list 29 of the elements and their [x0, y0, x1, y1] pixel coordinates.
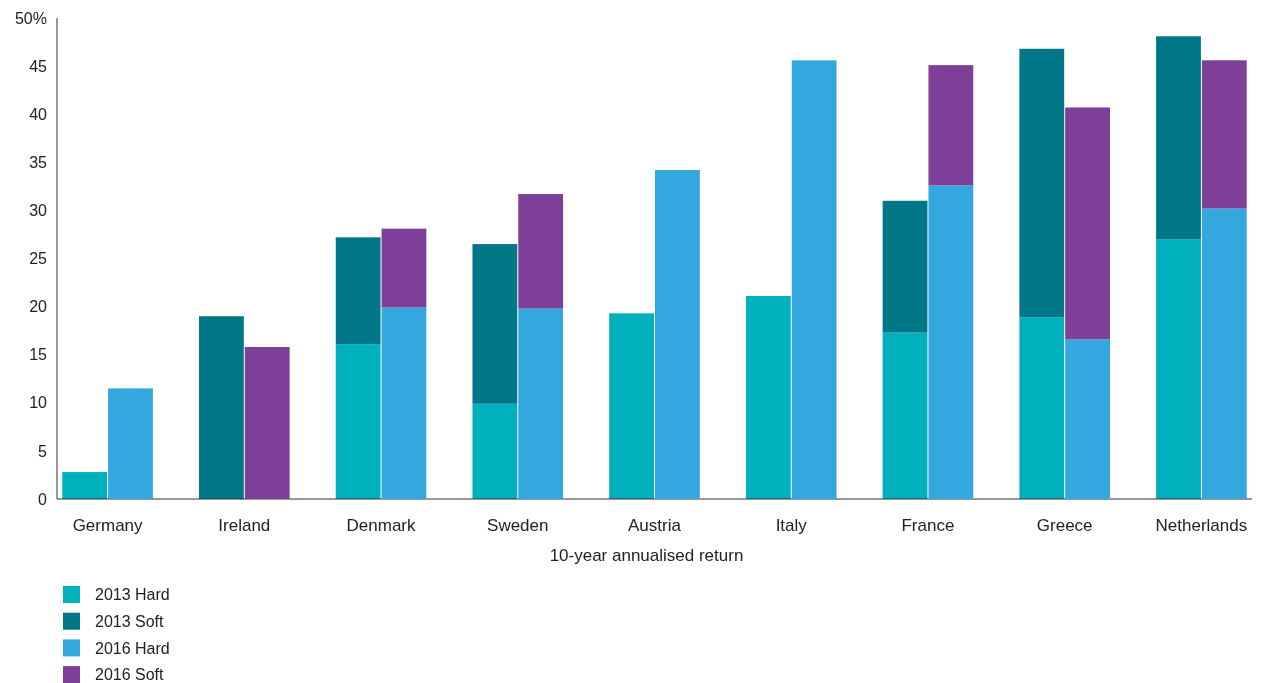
- bar: [108, 388, 153, 499]
- y-tick-label: 20: [29, 298, 48, 316]
- x-tick-label: Greece: [1036, 516, 1093, 535]
- y-tick-label: 25: [29, 250, 48, 268]
- x-tick-label: Austria: [628, 516, 682, 535]
- x-tick-label: Germany: [72, 516, 144, 535]
- bar: [928, 65, 974, 186]
- x-tick-label: France: [901, 516, 955, 535]
- y-tick-label: 5: [38, 442, 48, 460]
- y-tick-label: 50%: [14, 9, 47, 27]
- y-tick-label: 40: [29, 105, 48, 123]
- legend-label: 2016 Soft: [95, 666, 165, 683]
- x-tick-label: Sweden: [487, 516, 549, 535]
- x-tick-label: Netherlands: [1155, 516, 1248, 535]
- y-tick-label: 35: [29, 153, 48, 171]
- y-tick-label: 30: [29, 202, 48, 219]
- bar: [62, 472, 108, 499]
- y-tick-label: 15: [29, 346, 48, 364]
- x-tick-label: Ireland: [218, 516, 271, 535]
- x-axis-title: 10-year annualised return: [549, 546, 744, 565]
- y-tick-label: 45: [29, 57, 48, 75]
- legend-label: 2013 Soft: [95, 612, 165, 630]
- legend-label: 2016 Hard: [95, 639, 170, 657]
- y-tick-label: 0: [38, 490, 48, 508]
- bar: [791, 60, 837, 499]
- x-tick-label: Denmark: [346, 516, 417, 535]
- y-tick-label: 10: [29, 394, 48, 412]
- x-tick-label: Italy: [775, 516, 808, 535]
- legend-label: 2013 Hard: [95, 586, 170, 604]
